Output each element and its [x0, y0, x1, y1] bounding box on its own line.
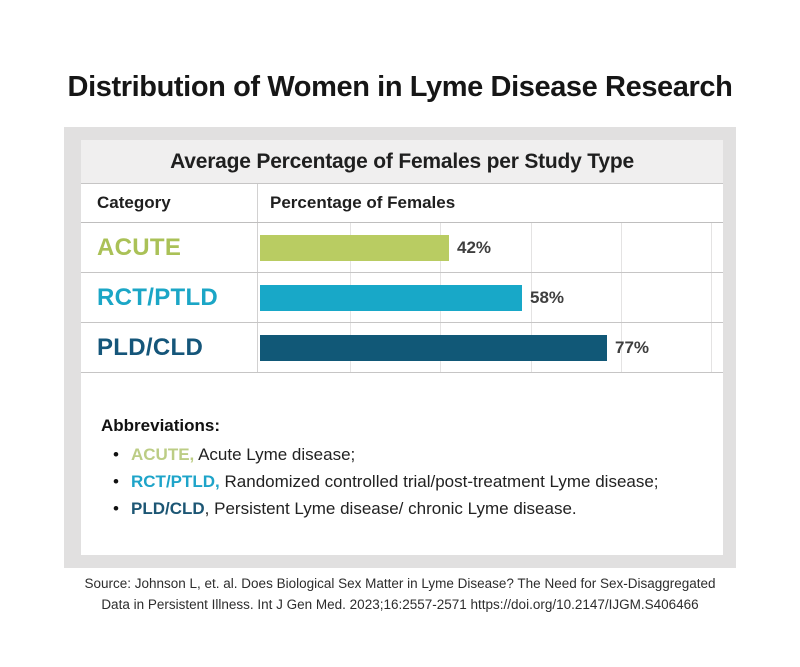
bar-cell: 42%	[258, 223, 723, 272]
category-label: ACUTE	[81, 223, 258, 272]
bar-line: 42%	[260, 223, 800, 272]
bullet-icon: •	[113, 445, 119, 464]
source-citation: Source: Johnson L, et. al. Does Biologic…	[0, 573, 800, 615]
table-row: RCT/PTLD 58%	[81, 273, 723, 323]
abbreviation-item: • ACUTE, Acute Lyme disease;	[101, 441, 701, 468]
bullet-icon: •	[113, 472, 119, 491]
bullet-icon: •	[113, 499, 119, 518]
source-line-2: Data in Persistent Illness. Int J Gen Me…	[101, 597, 699, 612]
abbreviation-definition: Acute Lyme disease;	[194, 445, 356, 464]
page-title: Distribution of Women in Lyme Disease Re…	[67, 71, 733, 103]
bar-value-label: 58%	[530, 287, 565, 307]
gridline	[620, 223, 622, 272]
gridline	[620, 323, 622, 372]
gridline	[620, 273, 622, 322]
column-header-category: Category	[81, 184, 258, 222]
infographic-panel: Average Percentage of Females per Study …	[64, 127, 736, 568]
column-header-value: Percentage of Females	[270, 193, 456, 212]
plot-area: 58%	[260, 273, 712, 322]
gridline	[530, 273, 532, 322]
abbreviation-item: • PLD/CLD, Persistent Lyme disease/ chron…	[101, 495, 701, 522]
abbreviation-term: ACUTE,	[131, 445, 195, 464]
bar-line: 58%	[260, 273, 800, 322]
plot-area: 42%	[260, 223, 712, 272]
category-label: RCT/PTLD	[81, 273, 258, 322]
abbreviation-term: RCT/PTLD,	[131, 472, 220, 491]
bar	[260, 334, 607, 361]
table-row: PLD/CLD 77%	[81, 323, 723, 373]
plot-area: 77%	[260, 323, 712, 372]
abbreviations-heading: Abbreviations:	[101, 416, 221, 435]
bar-value-label: 42%	[457, 237, 492, 257]
chart-title: Average Percentage of Females per Study …	[81, 140, 723, 184]
bar-cell: 77%	[258, 323, 723, 372]
bar-cell: 58%	[258, 273, 723, 322]
gridline	[530, 223, 532, 272]
gridline	[711, 323, 712, 372]
abbreviation-definition: , Persistent Lyme disease/ chronic Lyme …	[204, 499, 577, 518]
bar	[260, 234, 449, 261]
table-row: ACUTE 42%	[81, 223, 723, 273]
source-line-1: Source: Johnson L, et. al. Does Biologic…	[84, 576, 716, 591]
abbreviations-list: • ACUTE, Acute Lyme disease; • RCT/PTLD, Ra…	[101, 441, 701, 522]
abbreviation-term: PLD/CLD	[131, 499, 205, 518]
bar-line: 77%	[260, 323, 800, 372]
chart-card: Average Percentage of Females per Study …	[81, 140, 723, 555]
bar	[260, 284, 522, 311]
gridline	[711, 223, 712, 272]
bar-value-label: 77%	[615, 337, 650, 357]
table-header-row: Category Percentage of Females	[81, 184, 723, 223]
abbreviation-definition: Randomized controlled trial/post-treatme…	[219, 472, 659, 491]
abbreviation-item: • RCT/PTLD, Randomized controlled trial/p…	[101, 468, 701, 495]
abbreviations-block: Abbreviations: • ACUTE, Acute Lyme diseas…	[101, 416, 701, 522]
bar-chart: ACUTE 42% RCT/PTLD 58% PLD/CLD 77%	[81, 223, 723, 373]
category-label: PLD/CLD	[81, 323, 258, 372]
gridline	[711, 273, 712, 322]
